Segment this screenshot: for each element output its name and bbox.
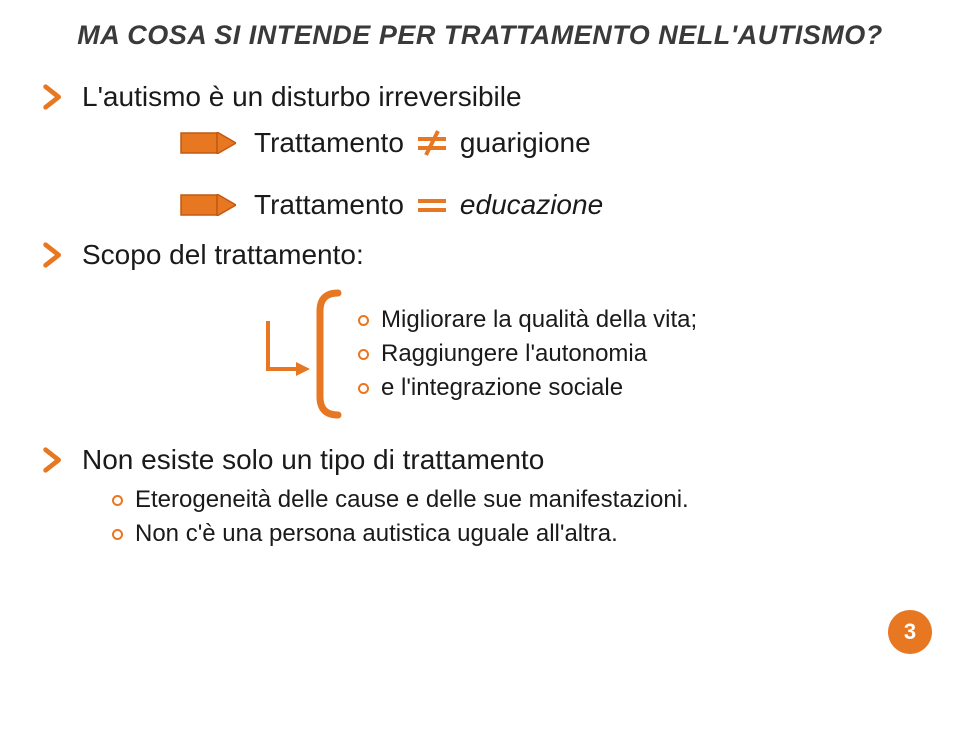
bottom-heading-row: Non esiste solo un tipo di trattamento: [40, 444, 920, 476]
equal-icon: [416, 191, 448, 219]
ring-icon: [358, 383, 369, 394]
ring-icon: [358, 349, 369, 360]
bracket-icon: [314, 289, 344, 419]
bottom-heading: Non esiste solo un tipo di trattamento: [82, 444, 544, 476]
bottom-sublist: Eterogeneità delle cause e delle sue man…: [112, 486, 920, 548]
bottom-block: Non esiste solo un tipo di trattamento E…: [40, 444, 920, 548]
statement-text: L'autismo è un disturbo irreversibile: [82, 81, 522, 113]
sub-item: Non c'è una persona autistica uguale all…: [112, 520, 920, 548]
rel2-right: educazione: [460, 189, 603, 221]
rel1-left: Trattamento: [254, 127, 404, 159]
chevron-icon: [40, 241, 68, 269]
ring-icon: [112, 495, 123, 506]
arrow-right-icon: [180, 194, 236, 216]
relation-row-2: Trattamento educazione: [170, 189, 920, 221]
goal-item: Raggiungere l'autonomia: [358, 340, 697, 368]
statement-row: L'autismo è un disturbo irreversibile: [40, 81, 920, 113]
l-arrow-icon: [260, 319, 310, 389]
relation-row-1: Trattamento guarigione: [170, 127, 920, 159]
arrow-right-icon: [180, 132, 236, 154]
sub-item: Eterogeneità delle cause e delle sue man…: [112, 486, 920, 514]
goal-text: Raggiungere l'autonomia: [381, 340, 647, 368]
sub-text: Non c'è una persona autistica uguale all…: [135, 520, 618, 548]
page-title: MA COSA SI INTENDE PER TRATTAMENTO NELL'…: [40, 20, 920, 51]
goal-text: Migliorare la qualità della vita;: [381, 306, 697, 334]
goals-block: Migliorare la qualità della vita; Raggiu…: [260, 289, 920, 419]
scopo-label: Scopo del trattamento:: [82, 239, 364, 271]
ring-icon: [112, 529, 123, 540]
scopo-row: Scopo del trattamento:: [40, 239, 920, 271]
chevron-icon: [40, 446, 68, 474]
sub-text: Eterogeneità delle cause e delle sue man…: [135, 486, 689, 514]
rel1-right: guarigione: [460, 127, 591, 159]
not-equal-icon: [416, 129, 448, 157]
goals-list: Migliorare la qualità della vita; Raggiu…: [358, 300, 697, 408]
goal-item: e l'integrazione sociale: [358, 374, 697, 402]
goal-item: Migliorare la qualità della vita;: [358, 306, 697, 334]
page-number-badge: 3: [888, 610, 932, 654]
rel2-left: Trattamento: [254, 189, 404, 221]
chevron-icon: [40, 83, 68, 111]
ring-icon: [358, 315, 369, 326]
goal-text: e l'integrazione sociale: [381, 374, 623, 402]
